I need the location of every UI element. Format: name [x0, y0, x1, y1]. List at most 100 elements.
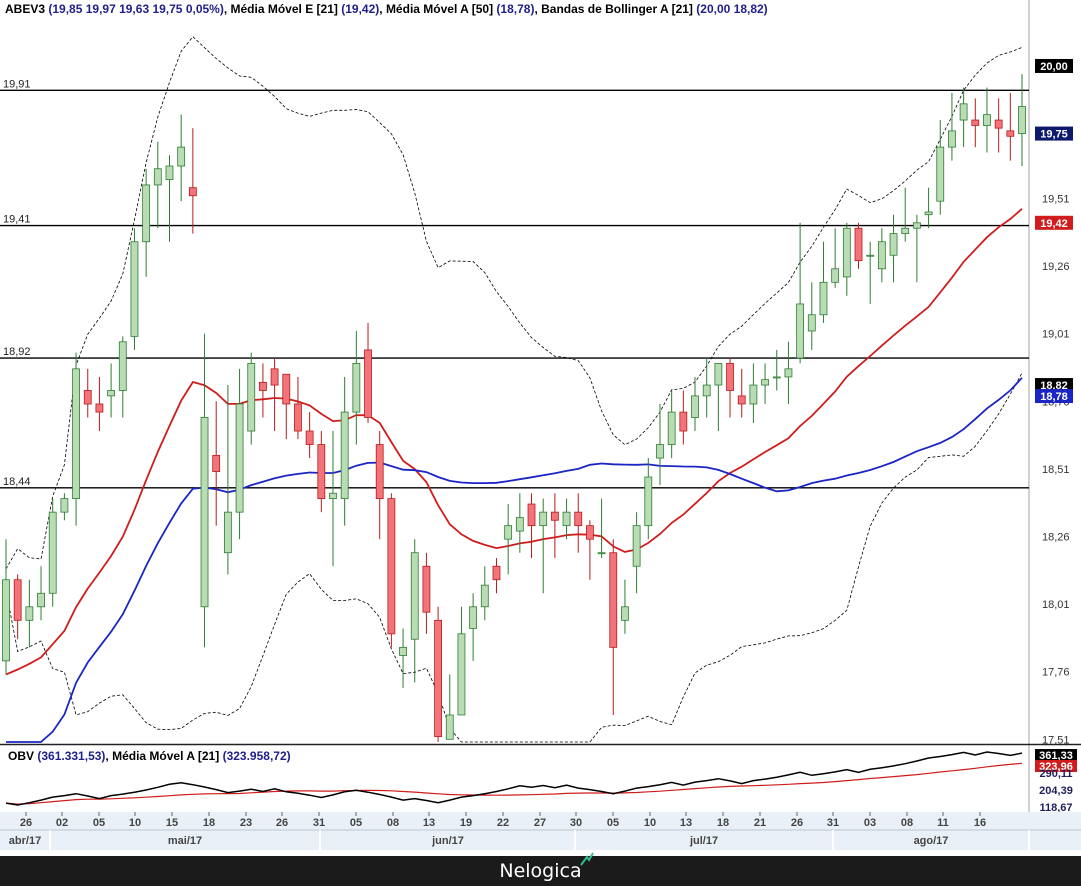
candle-body[interactable]	[223, 511, 232, 554]
candle-body[interactable]	[469, 606, 478, 629]
price-tag	[1035, 126, 1073, 141]
candle-body[interactable]	[165, 165, 174, 180]
candle-body[interactable]	[235, 403, 244, 513]
candle-body[interactable]	[632, 525, 641, 567]
candle-body[interactable]	[2, 579, 10, 662]
candle-body[interactable]	[656, 444, 664, 459]
candle-body[interactable]	[924, 211, 933, 216]
price-tag	[1035, 58, 1073, 73]
candle-body[interactable]	[83, 390, 92, 405]
candle-body[interactable]	[539, 511, 548, 527]
candle-body[interactable]	[177, 146, 186, 167]
candle-body[interactable]	[948, 130, 956, 148]
candle-body[interactable]	[445, 714, 454, 740]
candle-body[interactable]	[691, 395, 699, 418]
candle-body[interactable]	[679, 411, 688, 432]
candle-body[interactable]	[492, 565, 501, 581]
candle-body[interactable]	[971, 119, 980, 126]
candle-body[interactable]	[749, 384, 758, 405]
candle-body[interactable]	[434, 619, 442, 737]
candle-body[interactable]	[761, 379, 769, 386]
candle-body[interactable]	[515, 517, 524, 532]
x-day-label: 30	[570, 817, 582, 829]
candle-body[interactable]	[586, 525, 594, 540]
candle-body[interactable]	[550, 511, 559, 521]
candle-body[interactable]	[983, 114, 991, 126]
x-day-label: 08	[901, 817, 913, 829]
logo-arrow-icon	[579, 852, 594, 866]
x-day-label: 19	[460, 817, 472, 829]
candle-body[interactable]	[352, 363, 361, 413]
candle-body[interactable]	[889, 233, 898, 256]
candle-body[interactable]	[364, 349, 372, 418]
candle-body[interactable]	[784, 368, 793, 378]
candle-body[interactable]	[796, 303, 805, 359]
candle-body[interactable]	[667, 411, 676, 445]
candle-body[interactable]	[270, 368, 279, 386]
candle-body[interactable]	[504, 525, 513, 540]
candle-body[interactable]	[282, 373, 291, 405]
candle-body[interactable]	[200, 417, 209, 608]
candle-body[interactable]	[305, 430, 314, 445]
candle-body[interactable]	[807, 314, 816, 332]
candle-body[interactable]	[714, 363, 723, 386]
candle-body[interactable]	[936, 146, 945, 202]
candle-body[interactable]	[959, 103, 968, 121]
y-tick-label: 18,01	[1042, 599, 1070, 611]
candle-body[interactable]	[317, 444, 326, 500]
candle-body[interactable]	[60, 498, 69, 513]
candle-body[interactable]	[37, 592, 45, 608]
candle-body[interactable]	[340, 411, 349, 500]
candle-body[interactable]	[142, 184, 151, 243]
candle-body[interactable]	[562, 511, 571, 527]
candle-body[interactable]	[107, 390, 116, 397]
candle-body[interactable]	[702, 384, 711, 397]
candle-body[interactable]	[188, 187, 197, 197]
candle-body[interactable]	[854, 227, 863, 262]
candle-body[interactable]	[912, 222, 921, 229]
candle-body[interactable]	[153, 168, 162, 186]
candle-body[interactable]	[1018, 106, 1026, 134]
horizontal-line-label: 18,92	[3, 346, 31, 358]
candle-body[interactable]	[597, 552, 606, 555]
candle-body[interactable]	[527, 503, 536, 527]
candle-body[interactable]	[644, 476, 653, 527]
candle-body[interactable]	[294, 403, 302, 432]
candle-body[interactable]	[866, 254, 875, 257]
sma-50-line	[6, 377, 1023, 743]
candle-body[interactable]	[130, 241, 139, 337]
candle-body[interactable]	[247, 363, 256, 432]
candle-body[interactable]	[72, 368, 80, 500]
candle-body[interactable]	[48, 511, 57, 594]
candle-body[interactable]	[410, 552, 419, 640]
candle-body[interactable]	[574, 511, 583, 527]
candle-body[interactable]	[877, 241, 886, 270]
candle-body[interactable]	[1006, 130, 1015, 137]
candle-body[interactable]	[387, 498, 396, 635]
candle-body[interactable]	[118, 341, 127, 391]
candle-body[interactable]	[25, 606, 34, 621]
candle-body[interactable]	[819, 281, 828, 316]
candle-body[interactable]	[259, 381, 267, 391]
price-chart[interactable]: 19,91 19,41 18,92 18,44 19,51 19,26 19,01 18,7…	[0, 0, 1081, 856]
candle-body[interactable]	[994, 119, 1003, 129]
candle-body[interactable]	[901, 227, 910, 235]
candle-body[interactable]	[212, 454, 221, 472]
candle-body[interactable]	[831, 268, 840, 283]
x-day-label: 15	[166, 817, 178, 829]
candle-body[interactable]	[609, 552, 618, 648]
candle-body[interactable]	[399, 646, 407, 656]
candle-body[interactable]	[772, 376, 781, 379]
candle-body[interactable]	[842, 227, 851, 278]
candle-body[interactable]	[329, 492, 337, 500]
candle-body[interactable]	[621, 606, 629, 621]
candle-body[interactable]	[422, 565, 431, 613]
candle-body[interactable]	[737, 395, 746, 405]
candle-body[interactable]	[480, 584, 489, 608]
candle-body[interactable]	[13, 579, 22, 621]
price-tag-label: 20,00	[1040, 61, 1068, 73]
candle-body[interactable]	[726, 363, 734, 391]
candle-body[interactable]	[457, 633, 466, 716]
candle-body[interactable]	[375, 444, 384, 500]
candle-body[interactable]	[95, 403, 104, 413]
